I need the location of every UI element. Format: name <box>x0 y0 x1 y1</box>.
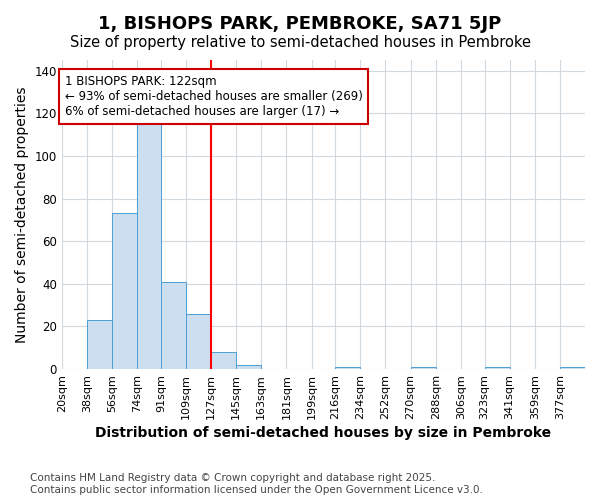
Bar <box>410 367 436 369</box>
Bar <box>137 124 161 369</box>
Bar <box>211 352 236 369</box>
Bar <box>112 214 137 369</box>
Text: Size of property relative to semi-detached houses in Pembroke: Size of property relative to semi-detach… <box>70 35 530 50</box>
Bar <box>161 282 186 369</box>
Text: Contains HM Land Registry data © Crown copyright and database right 2025.
Contai: Contains HM Land Registry data © Crown c… <box>30 474 483 495</box>
Bar <box>186 314 211 369</box>
Text: 1 BISHOPS PARK: 122sqm
← 93% of semi-detached houses are smaller (269)
6% of sem: 1 BISHOPS PARK: 122sqm ← 93% of semi-det… <box>65 75 362 118</box>
Bar <box>236 365 262 369</box>
Bar <box>87 320 112 369</box>
Text: 1, BISHOPS PARK, PEMBROKE, SA71 5JP: 1, BISHOPS PARK, PEMBROKE, SA71 5JP <box>98 15 502 33</box>
Y-axis label: Number of semi-detached properties: Number of semi-detached properties <box>15 86 29 343</box>
Bar <box>560 367 585 369</box>
X-axis label: Distribution of semi-detached houses by size in Pembroke: Distribution of semi-detached houses by … <box>95 426 551 440</box>
Bar <box>335 367 361 369</box>
Bar <box>485 367 509 369</box>
